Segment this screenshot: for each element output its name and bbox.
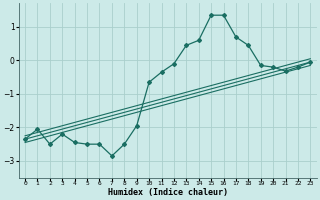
- X-axis label: Humidex (Indice chaleur): Humidex (Indice chaleur): [108, 188, 228, 197]
